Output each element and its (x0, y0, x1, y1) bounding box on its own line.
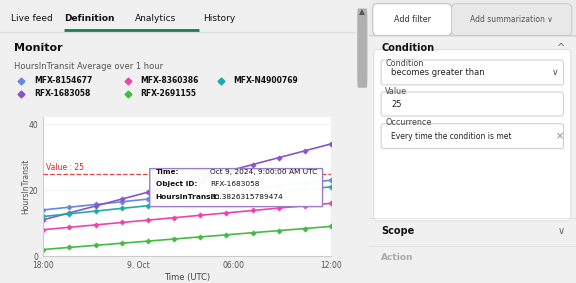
Text: RFX-2691155: RFX-2691155 (141, 89, 196, 98)
Text: Condition: Condition (385, 59, 423, 68)
FancyBboxPatch shape (150, 169, 323, 207)
FancyBboxPatch shape (369, 0, 576, 35)
Text: Add filter: Add filter (393, 15, 431, 24)
Text: Every time the condition is met: Every time the condition is met (392, 132, 512, 141)
Text: Value : 25: Value : 25 (46, 163, 84, 172)
Text: HoursInTransit:: HoursInTransit: (156, 194, 220, 200)
FancyBboxPatch shape (381, 60, 563, 85)
FancyBboxPatch shape (381, 124, 563, 149)
Text: Add summarization ∨: Add summarization ∨ (470, 15, 553, 24)
FancyBboxPatch shape (0, 0, 356, 34)
Text: ^: ^ (558, 42, 566, 53)
Text: Monitor: Monitor (14, 42, 63, 53)
Text: 30.3826315789474: 30.3826315789474 (210, 194, 283, 200)
Text: becomes greater than: becomes greater than (392, 68, 485, 77)
Text: Action: Action (381, 253, 414, 262)
Y-axis label: HoursInTransit: HoursInTransit (21, 159, 31, 215)
Text: HoursInTransit Average over 1 hour: HoursInTransit Average over 1 hour (14, 62, 164, 71)
Text: MFX-8360386: MFX-8360386 (141, 76, 199, 85)
Text: Definition: Definition (64, 14, 115, 23)
FancyBboxPatch shape (357, 8, 367, 88)
Text: RFX-1683058: RFX-1683058 (210, 181, 260, 187)
Text: MFX-8154677: MFX-8154677 (34, 76, 92, 85)
Text: Value: Value (385, 87, 407, 97)
Text: ▲: ▲ (359, 7, 365, 16)
Text: 25: 25 (392, 100, 402, 109)
Text: History: History (203, 14, 235, 23)
FancyBboxPatch shape (381, 92, 563, 116)
Text: Analytics: Analytics (135, 14, 176, 23)
Text: Condition: Condition (381, 42, 434, 53)
FancyBboxPatch shape (374, 50, 571, 221)
Text: RFX-1683058: RFX-1683058 (34, 89, 90, 98)
Text: Scope: Scope (381, 226, 414, 236)
Text: ∨: ∨ (552, 68, 559, 77)
Text: MFX-N4900769: MFX-N4900769 (233, 76, 298, 85)
Text: ∨: ∨ (558, 226, 565, 236)
FancyBboxPatch shape (373, 4, 452, 35)
Text: ×: × (555, 131, 563, 141)
FancyBboxPatch shape (452, 4, 572, 35)
X-axis label: Time (UTC): Time (UTC) (164, 273, 210, 282)
Text: Oct 9, 2024, 9:00:00 AM UTC: Oct 9, 2024, 9:00:00 AM UTC (210, 169, 317, 175)
Text: Occurrence: Occurrence (385, 118, 431, 127)
Text: Live feed: Live feed (11, 14, 52, 23)
Text: Time:: Time: (156, 169, 179, 175)
Text: Object ID:: Object ID: (156, 181, 197, 187)
